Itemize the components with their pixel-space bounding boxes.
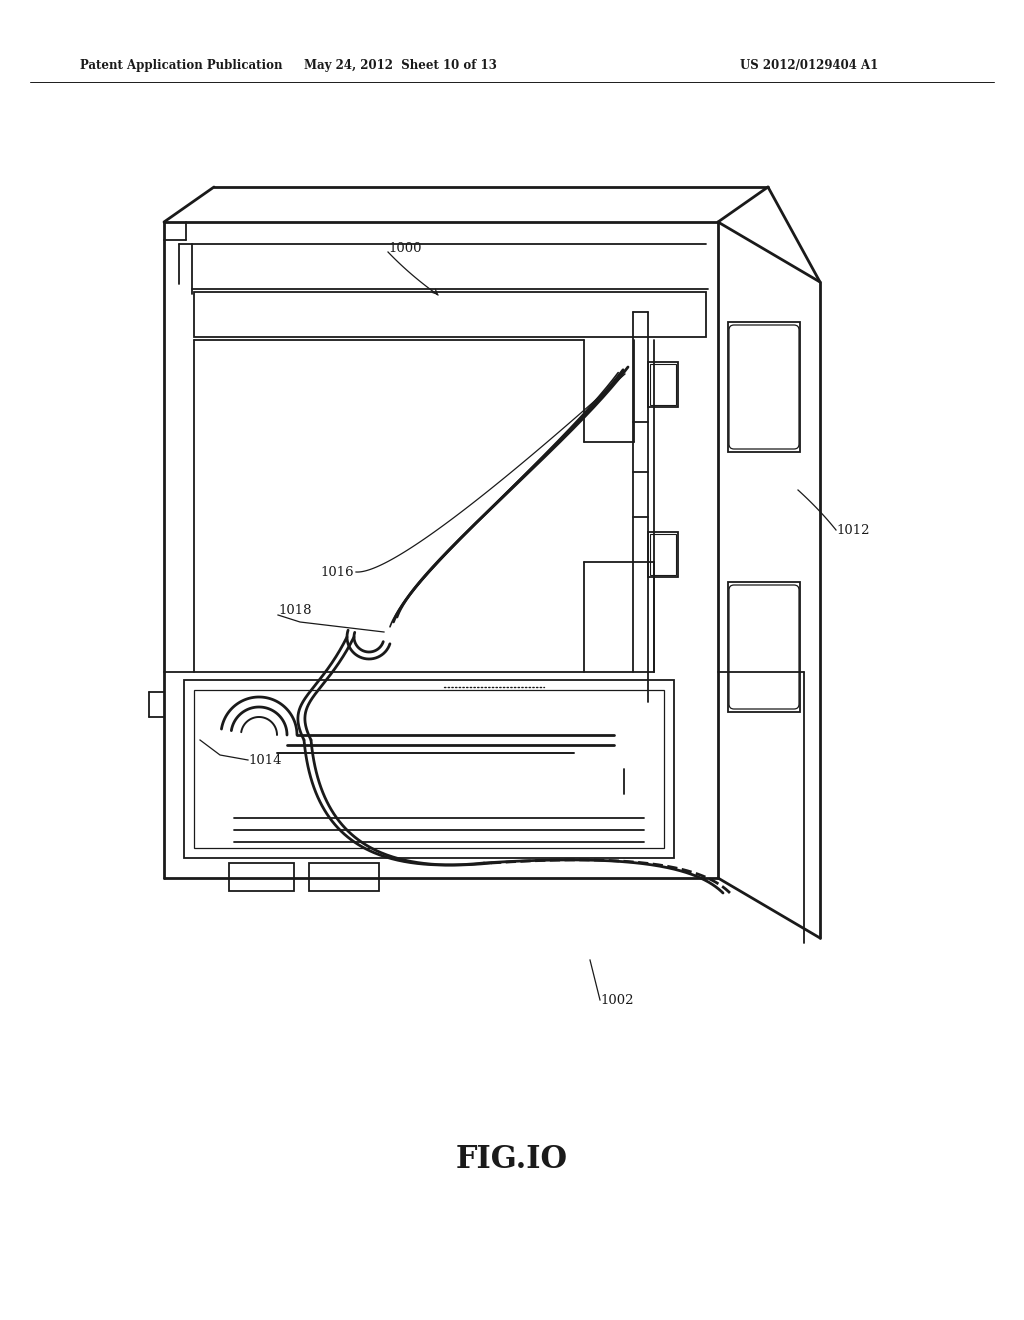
Text: FIG.IO: FIG.IO (456, 1144, 568, 1176)
Text: US 2012/0129404 A1: US 2012/0129404 A1 (740, 58, 879, 71)
Bar (194, 292, 706, 337)
Bar (728, 582, 800, 711)
Text: May 24, 2012  Sheet 10 of 13: May 24, 2012 Sheet 10 of 13 (303, 58, 497, 71)
Bar (309, 863, 379, 891)
Bar (728, 322, 800, 451)
Bar (650, 364, 676, 405)
Bar (648, 532, 678, 577)
Text: 1012: 1012 (836, 524, 869, 536)
Bar (194, 690, 664, 847)
Text: 1014: 1014 (248, 754, 282, 767)
Text: 1002: 1002 (600, 994, 634, 1006)
Text: Patent Application Publication: Patent Application Publication (80, 58, 283, 71)
Bar (650, 535, 676, 576)
Text: 1000: 1000 (388, 242, 422, 255)
Bar (184, 680, 674, 858)
Bar (229, 863, 294, 891)
Bar (648, 362, 678, 407)
Text: 1016: 1016 (319, 565, 353, 578)
Text: 1018: 1018 (278, 603, 311, 616)
